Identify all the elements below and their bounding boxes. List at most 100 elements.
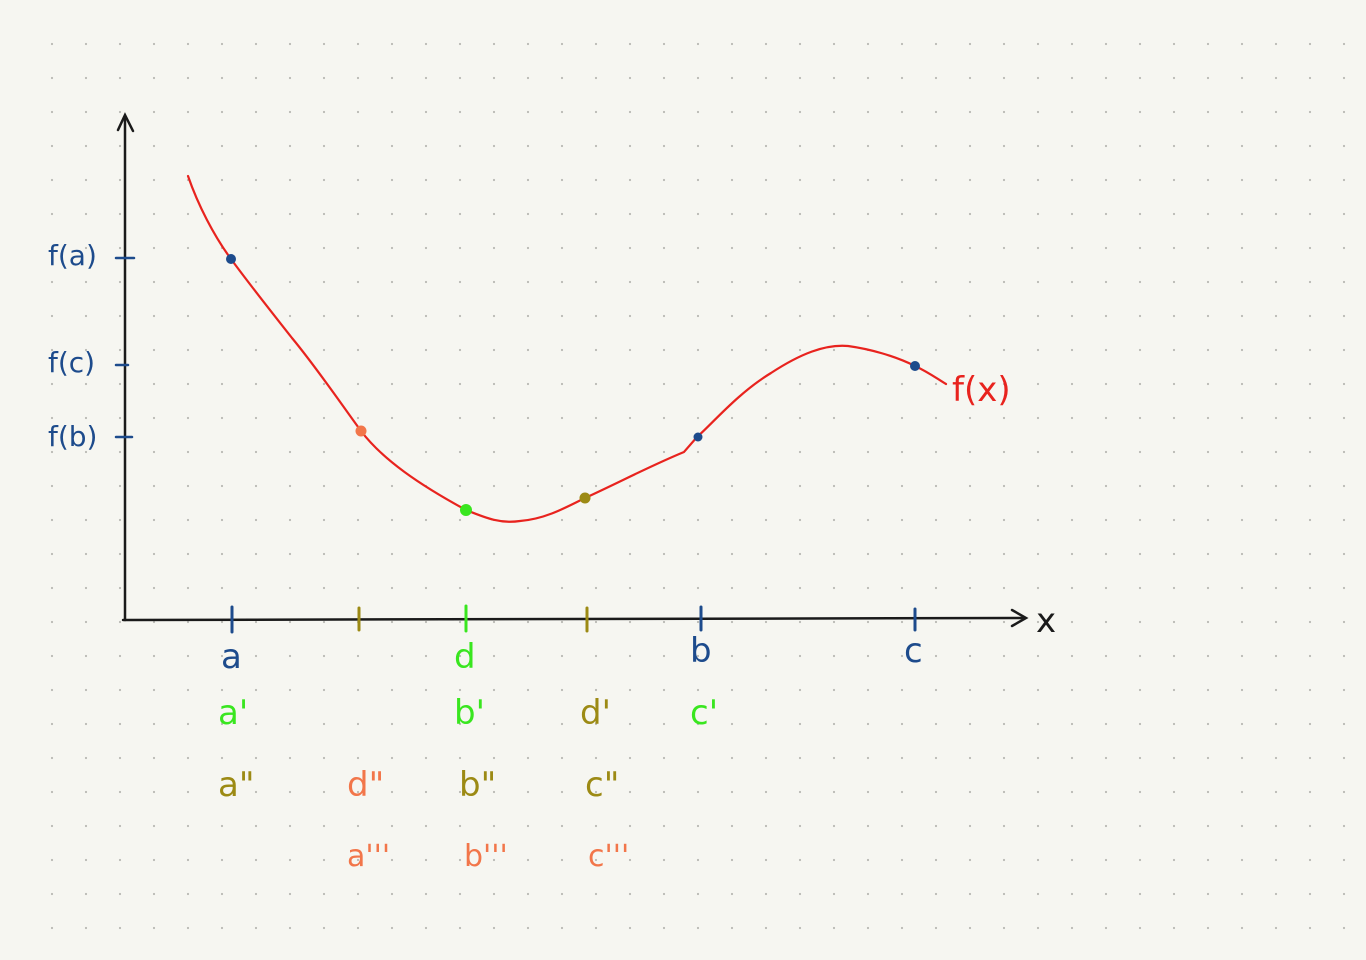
grid-dot xyxy=(560,450,564,454)
grid-dot xyxy=(1308,756,1312,760)
grid-dot xyxy=(118,756,122,760)
grid-dot xyxy=(322,382,326,386)
grid-dot xyxy=(560,892,564,896)
grid-dot xyxy=(424,858,428,862)
grid-dot xyxy=(1138,484,1142,488)
grid-dot xyxy=(832,892,836,896)
grid-dot xyxy=(424,892,428,896)
grid-dot xyxy=(900,246,904,250)
grid-dot xyxy=(118,552,122,556)
grid-dot xyxy=(1206,722,1210,726)
grid-dot xyxy=(1172,42,1176,46)
grid-dot xyxy=(186,688,190,692)
grid-dot xyxy=(662,892,666,896)
grid-dot xyxy=(798,824,802,828)
grid-dot xyxy=(1036,926,1040,930)
grid-dot xyxy=(628,450,632,454)
grid-dot xyxy=(118,926,122,930)
grid-dot xyxy=(1274,314,1278,318)
grid-dot xyxy=(1002,76,1006,80)
grid-dot xyxy=(526,484,530,488)
grid-dot xyxy=(322,688,326,692)
grid-dot xyxy=(220,144,224,148)
grid-dot xyxy=(390,926,394,930)
grid-dot xyxy=(560,518,564,522)
grid-dot xyxy=(1342,688,1346,692)
grid-dot xyxy=(832,450,836,454)
grid-dot xyxy=(696,552,700,556)
grid-dot xyxy=(628,654,632,658)
grid-dot xyxy=(1002,314,1006,318)
grid-dot xyxy=(390,212,394,216)
grid-dot xyxy=(458,586,462,590)
grid-dot xyxy=(492,416,496,420)
grid-dot xyxy=(1342,246,1346,250)
grid-dot xyxy=(662,42,666,46)
grid-dot xyxy=(968,654,972,658)
grid-dot xyxy=(322,348,326,352)
grid-dot xyxy=(1240,144,1244,148)
grid-dot xyxy=(866,586,870,590)
grid-dot xyxy=(696,178,700,182)
grid-dot xyxy=(118,620,122,624)
x-ticks xyxy=(230,604,917,634)
grid-dot xyxy=(526,246,530,250)
grid-dot xyxy=(866,620,870,624)
grid-dot xyxy=(866,926,870,930)
grid-dot xyxy=(730,518,734,522)
grid-dot xyxy=(662,790,666,794)
grid-dot xyxy=(1002,484,1006,488)
grid-dot xyxy=(220,42,224,46)
grid-dot xyxy=(424,110,428,114)
point-a xyxy=(226,254,236,264)
grid-dot xyxy=(322,756,326,760)
grid-dot xyxy=(424,178,428,182)
grid-dot xyxy=(152,824,156,828)
grid-dot xyxy=(662,858,666,862)
grid-dot xyxy=(424,518,428,522)
grid-dot xyxy=(764,314,768,318)
grid-dot xyxy=(1002,144,1006,148)
grid-dot xyxy=(1342,144,1346,148)
point-c xyxy=(910,361,920,371)
grid-dot xyxy=(594,824,598,828)
grid-dot xyxy=(730,926,734,930)
grid-dot xyxy=(866,110,870,114)
grid-dot xyxy=(84,926,88,930)
grid-dot xyxy=(390,348,394,352)
grid-dot xyxy=(968,484,972,488)
grid-dot xyxy=(866,178,870,182)
grid-dot xyxy=(798,484,802,488)
grid-dot xyxy=(662,586,666,590)
grid-dot xyxy=(1240,382,1244,386)
grid-dot xyxy=(1138,824,1142,828)
grid-dot xyxy=(84,42,88,46)
grid-dot xyxy=(866,212,870,216)
grid-dot xyxy=(1342,926,1346,930)
grid-dot xyxy=(84,416,88,420)
grid-dot xyxy=(662,756,666,760)
grid-dot xyxy=(1206,76,1210,80)
grid-dot xyxy=(1070,552,1074,556)
grid-dot xyxy=(50,824,54,828)
y-axis-arrowhead xyxy=(116,112,135,133)
grid-dot xyxy=(1274,382,1278,386)
grid-dot xyxy=(968,926,972,930)
grid-dot xyxy=(526,756,530,760)
grid-dot xyxy=(492,858,496,862)
grid-dot xyxy=(900,756,904,760)
grid-dot xyxy=(968,382,972,386)
grid-dot xyxy=(356,212,360,216)
grid-dot xyxy=(866,892,870,896)
grid-dot xyxy=(1172,892,1176,896)
grid-dot xyxy=(152,722,156,726)
grid-dot xyxy=(730,314,734,318)
grid-dot xyxy=(832,348,836,352)
grid-dot xyxy=(696,586,700,590)
grid-dot xyxy=(1138,790,1142,794)
grid-dot xyxy=(288,280,292,284)
grid-dot xyxy=(832,552,836,556)
grid-dot xyxy=(968,552,972,556)
grid-dot xyxy=(390,144,394,148)
